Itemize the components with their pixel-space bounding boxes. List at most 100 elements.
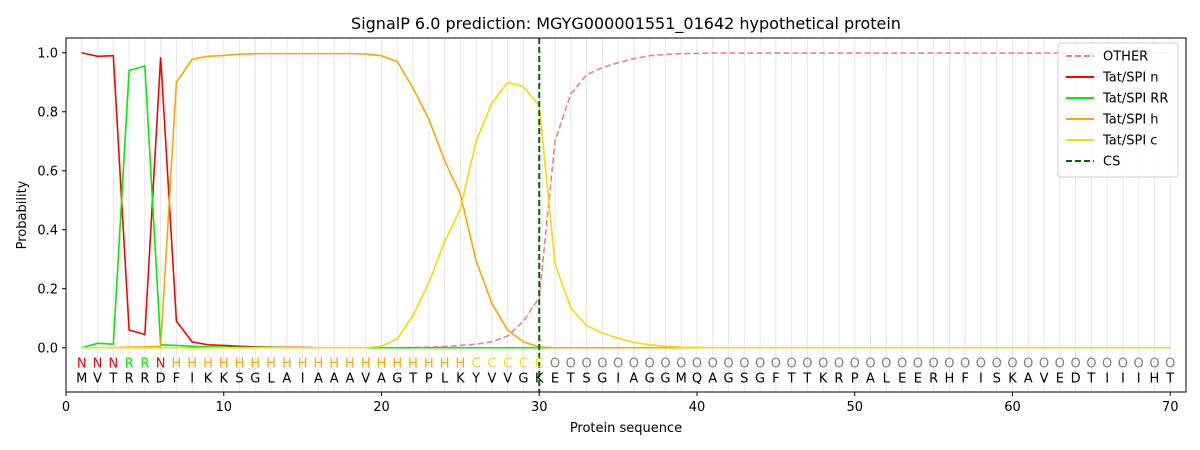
region-label: H: [329, 357, 339, 372]
region-label: C: [487, 357, 496, 372]
region-label: H: [455, 357, 465, 372]
region-label: N: [77, 357, 87, 372]
residue-label: Y: [471, 371, 480, 386]
region-label: O: [1134, 357, 1144, 372]
legend-label: OTHER: [1103, 50, 1148, 65]
residue-label: F: [772, 371, 779, 386]
residue-label: S: [235, 371, 243, 386]
residue-label: R: [125, 371, 134, 386]
legend-label: Tat/SPI RR: [1102, 92, 1168, 107]
legend-label: Tat/SPI c: [1102, 134, 1157, 149]
residue-label: E: [1056, 371, 1064, 386]
region-label: H: [361, 357, 371, 372]
region-label: O: [787, 357, 797, 372]
region-label: H: [187, 357, 197, 372]
residue-label: I: [301, 371, 305, 386]
residue-label: S: [740, 371, 748, 386]
residue-label: I: [616, 371, 620, 386]
region-label: O: [1055, 357, 1065, 372]
residue-label: A: [377, 371, 386, 386]
residue-label: A: [866, 371, 875, 386]
x-tick-label: 30: [531, 400, 548, 415]
residue-label: R: [929, 371, 938, 386]
residue-label: R: [140, 371, 149, 386]
x-axis-ticks: 0 10 20 30 40 50 60 70: [62, 392, 1178, 415]
grid-layer: [81, 38, 1171, 392]
region-label: C: [472, 357, 481, 372]
x-tick-label: 0: [62, 400, 70, 415]
residue-label: R: [834, 371, 843, 386]
chart-title: SignalP 6.0 prediction: MGYG000001551_01…: [351, 14, 901, 34]
residue-label: A: [314, 371, 323, 386]
region-label: H: [377, 357, 387, 372]
residue-label: G: [660, 371, 670, 386]
series-line-other: [81, 52, 1171, 349]
residue-label: G: [518, 371, 528, 386]
residue-label: I: [1105, 371, 1109, 386]
residue-label: L: [267, 371, 275, 386]
region-label: O: [1102, 357, 1112, 372]
y-tick-label: 0.4: [37, 223, 58, 238]
residue-label: E: [551, 371, 559, 386]
x-tick-label: 40: [689, 400, 706, 415]
region-label: O: [1070, 357, 1080, 372]
region-label: O: [897, 357, 907, 372]
region-label: O: [913, 357, 923, 372]
residue-label: T: [408, 371, 417, 386]
region-label: H: [219, 357, 229, 372]
region-label: H: [298, 357, 308, 372]
residue-label: T: [108, 371, 117, 386]
region-label: O: [566, 357, 576, 372]
region-label: C: [503, 357, 512, 372]
region-label: H: [408, 357, 418, 372]
region-label: N: [93, 357, 103, 372]
residue-label: P: [425, 371, 433, 386]
residue-label: K: [204, 371, 213, 386]
residue-label: I: [1121, 371, 1125, 386]
residue-label: E: [898, 371, 906, 386]
region-label: O: [1023, 357, 1033, 372]
y-tick-label: 0.8: [37, 105, 58, 120]
region-label: O: [992, 357, 1002, 372]
region-label: O: [960, 357, 970, 372]
residue-label: L: [441, 371, 449, 386]
residue-label: I: [1137, 371, 1141, 386]
region-label: H: [203, 357, 213, 372]
region-label: H: [235, 357, 245, 372]
region-label: O: [629, 357, 639, 372]
region-label: O: [850, 357, 860, 372]
residue-label: A: [1024, 371, 1033, 386]
residue-label: G: [250, 371, 260, 386]
region-label: O: [1086, 357, 1096, 372]
region-label: C: [519, 357, 528, 372]
residue-label: T: [787, 371, 796, 386]
x-axis-title: Protein sequence: [570, 421, 682, 436]
region-label: O: [597, 357, 607, 372]
residue-label: K: [456, 371, 465, 386]
region-label: O: [771, 357, 781, 372]
residue-label: E: [914, 371, 922, 386]
residue-label: D: [156, 371, 166, 386]
plot-frame: [65, 37, 1187, 393]
y-tick-label: 1.0: [37, 46, 58, 61]
region-label: O: [1149, 357, 1159, 372]
residue-label: F: [173, 371, 180, 386]
series-line-tat-spi-n: [81, 51, 1171, 349]
region-label: O: [928, 357, 938, 372]
residue-label: V: [93, 371, 102, 386]
residue-label: I: [979, 371, 983, 386]
region-label: O: [802, 357, 812, 372]
region-label: R: [125, 357, 134, 372]
region-label: H: [282, 357, 292, 372]
region-label: H: [250, 357, 260, 372]
region-label: O: [708, 357, 718, 372]
x-tick-label: 20: [373, 400, 390, 415]
residue-label: V: [1040, 371, 1049, 386]
residue-label: M: [76, 371, 87, 386]
x-tick-label: 50: [846, 400, 863, 415]
region-label: O: [865, 357, 875, 372]
residue-label: T: [802, 371, 811, 386]
region-label: O: [550, 357, 560, 372]
region-label: O: [1118, 357, 1128, 372]
